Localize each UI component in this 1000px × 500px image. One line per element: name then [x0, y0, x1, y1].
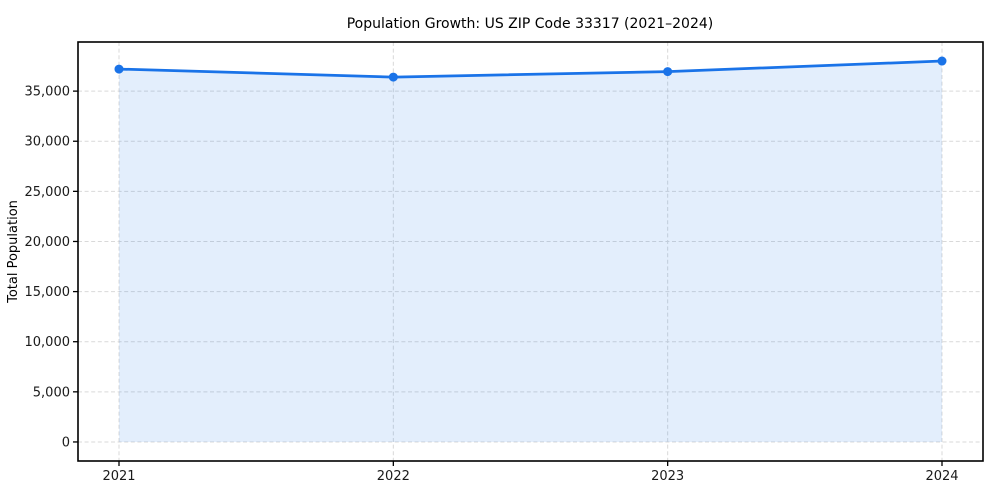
- data-series: [114, 56, 947, 82]
- y-tick-label: 0: [62, 435, 70, 450]
- y-tick-label: 30,000: [25, 135, 71, 150]
- y-tick-label: 5,000: [33, 385, 70, 400]
- x-tick-label: 2022: [377, 469, 410, 484]
- plot-border: [77, 41, 984, 462]
- y-tick-label: 25,000: [25, 185, 71, 200]
- x-tick-label: 2023: [651, 469, 684, 484]
- data-point-marker: [937, 56, 947, 66]
- data-point-marker: [663, 67, 673, 77]
- gridlines: [78, 42, 983, 461]
- series-fill-area: [119, 61, 942, 442]
- x-tick-label: 2021: [102, 469, 135, 484]
- y-tick-label: 10,000: [25, 335, 71, 350]
- axis-ticks: 0 5,000 10,000 15,000 20,000 25,000 30,000 35,0…: [25, 85, 959, 484]
- y-tick-label: 20,000: [25, 235, 71, 250]
- data-point-marker: [114, 64, 124, 74]
- data-point-marker: [388, 72, 398, 82]
- y-tick-label: 35,000: [25, 85, 71, 100]
- y-tick-label: 15,000: [25, 285, 71, 300]
- x-tick-label: 2024: [925, 469, 958, 484]
- area-fill: [119, 61, 942, 442]
- y-axis-label: Total Population: [6, 200, 21, 304]
- chart-title: Population Growth: US ZIP Code 33317 (20…: [347, 16, 714, 32]
- series-line: [117, 59, 944, 79]
